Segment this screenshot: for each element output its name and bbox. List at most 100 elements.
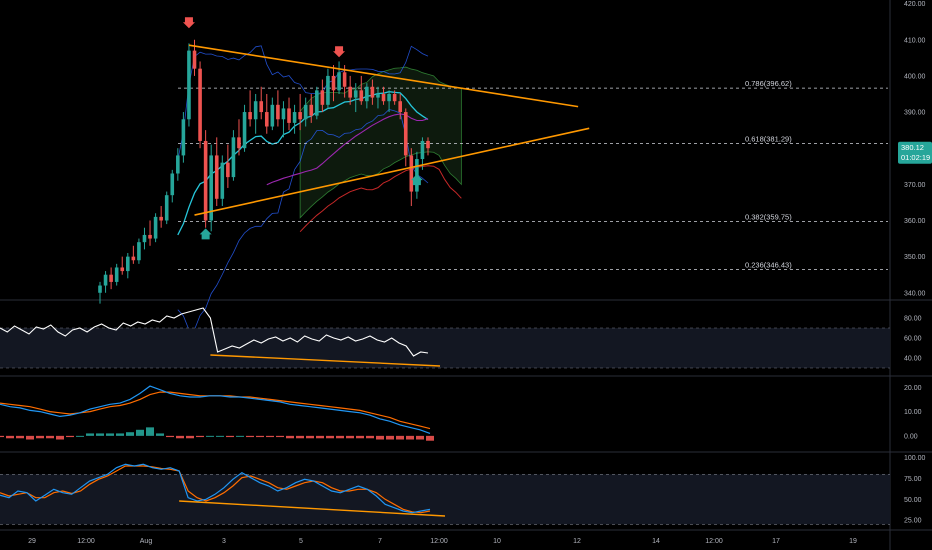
macd-histogram-bar	[296, 435, 304, 439]
macd-histogram-bar	[416, 435, 424, 440]
bollinger-upper	[177, 45, 429, 161]
candle	[303, 97, 308, 127]
candle-body	[242, 112, 247, 149]
candle-body	[103, 274, 108, 286]
fibonacci-levels: 0.786(396.62) 0.618(381.29) 0.382(359.75) 0…	[178, 79, 888, 270]
macd-histogram-bar	[36, 435, 44, 439]
candle	[409, 148, 414, 207]
macd-histogram-bar	[386, 435, 394, 440]
candle	[337, 61, 341, 94]
macd-histogram-bar	[396, 435, 404, 440]
macd-histogram-bar	[256, 435, 264, 438]
candle-body	[231, 137, 236, 178]
macd-histogram-bar	[56, 435, 64, 440]
candle	[109, 267, 113, 290]
candle-body	[337, 72, 341, 91]
macd-histogram-bar	[206, 435, 214, 437]
candle	[264, 93, 269, 134]
price-axis-tick: 340.00	[904, 290, 926, 297]
macd-histogram-bar	[66, 435, 74, 438]
macd-histogram-bar	[246, 435, 254, 438]
macd-histogram-bar	[166, 435, 174, 438]
candle-body	[131, 256, 136, 261]
candle-body	[276, 104, 280, 120]
macd-axis-tick: 20.00	[904, 385, 922, 392]
rsi-axis-tick: 40.00	[904, 356, 922, 363]
rsi-pane[interactable]: 80.00 60.00 40.00	[0, 307, 922, 369]
candle	[270, 97, 275, 131]
candle-body	[192, 50, 197, 69]
candle-body	[420, 140, 425, 160]
candle-body	[398, 101, 403, 113]
candle-body	[153, 216, 158, 239]
time-axis-tick: 17	[772, 538, 780, 545]
candle	[176, 148, 180, 181]
candle-body	[237, 137, 241, 149]
candle-body	[264, 112, 269, 127]
price-axis-tick: 420.00	[904, 1, 926, 8]
candle	[103, 271, 108, 293]
candlestick-series[interactable]	[98, 39, 430, 304]
candle	[159, 206, 163, 228]
ma-short-line	[177, 91, 429, 236]
macd-histogram-bar	[96, 433, 104, 436]
candle	[237, 119, 241, 156]
candle	[365, 83, 369, 109]
fib-level-label: 0.236(346.43)	[745, 261, 792, 270]
time-axis[interactable]: 29 12:00 Aug 3 5 7 12:00 10 12 14 12:00 17 19	[28, 538, 857, 545]
rsi-divergence-line	[210, 354, 441, 367]
candle	[320, 79, 325, 113]
stoch-axis-tick: 25.00	[904, 518, 922, 525]
candle	[326, 68, 330, 109]
macd-pane[interactable]: 20.00 10.00 0.00	[0, 385, 922, 441]
candle	[148, 220, 152, 246]
macd-histogram-bar	[366, 435, 374, 439]
macd-histogram-bar	[316, 435, 324, 439]
time-axis-tick: 10	[493, 538, 501, 545]
candle	[403, 108, 408, 167]
macd-axis-tick: 0.00	[904, 433, 918, 440]
macd-histogram-bar	[306, 435, 314, 439]
macd-histogram-bar	[136, 429, 144, 436]
candle	[231, 130, 236, 181]
ichimoku-cloud	[299, 66, 462, 233]
candle	[181, 112, 186, 163]
candle-body	[353, 90, 358, 98]
ichimoku-base-line	[299, 165, 462, 233]
time-axis-tick: 12:00	[77, 538, 95, 545]
candle-body	[226, 162, 230, 178]
candle-body	[409, 155, 414, 192]
candle-body	[298, 112, 302, 120]
candle-body	[170, 173, 175, 196]
candle-body	[181, 119, 186, 156]
stoch-axis-tick: 50.00	[904, 497, 922, 504]
last-price-badge	[898, 141, 932, 164]
candle-body	[176, 155, 180, 174]
macd-histogram-bar	[156, 433, 164, 436]
macd-line	[0, 385, 431, 434]
candle-body	[137, 242, 141, 261]
macd-histogram-bar	[266, 435, 274, 438]
candle-body	[220, 162, 225, 199]
candle-body	[392, 93, 397, 102]
macd-histogram-bar	[0, 435, 4, 438]
time-axis-tick: 12:00	[430, 538, 448, 545]
candle-body	[292, 112, 297, 123]
candle-body	[331, 75, 336, 91]
candle-body	[309, 104, 314, 116]
candle-body	[214, 155, 219, 199]
macd-histogram-bar	[116, 433, 124, 436]
price-axes[interactable]: 420.00410.00400.00390.00380.00370.00360.…	[898, 1, 932, 297]
candle	[398, 93, 403, 120]
stochastic-pane[interactable]: 100.00 75.00 50.00 25.00	[0, 455, 926, 525]
time-axis-tick: 7	[378, 538, 382, 545]
macd-histogram-bar	[6, 435, 14, 439]
trendlines[interactable]	[188, 44, 590, 216]
rsi-line	[0, 307, 429, 357]
rsi-axis-tick: 80.00	[904, 316, 922, 323]
sell-arrow	[333, 46, 346, 58]
candle	[125, 253, 130, 279]
stoch-band	[0, 474, 890, 525]
buy-arrow	[199, 228, 212, 240]
